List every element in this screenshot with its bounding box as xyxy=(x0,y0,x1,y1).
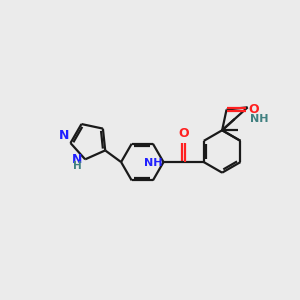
Text: H: H xyxy=(74,161,82,171)
Text: NH: NH xyxy=(250,114,268,124)
Text: N: N xyxy=(72,153,82,166)
Text: NH: NH xyxy=(143,158,162,168)
Text: O: O xyxy=(178,127,189,140)
Text: O: O xyxy=(248,103,259,116)
Text: N: N xyxy=(58,129,69,142)
